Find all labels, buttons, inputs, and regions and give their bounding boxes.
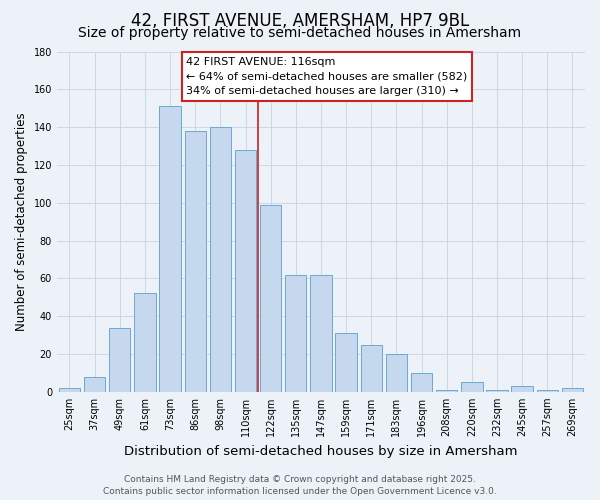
X-axis label: Distribution of semi-detached houses by size in Amersham: Distribution of semi-detached houses by … — [124, 444, 518, 458]
Text: Size of property relative to semi-detached houses in Amersham: Size of property relative to semi-detach… — [79, 26, 521, 40]
Bar — [335, 333, 357, 392]
Bar — [436, 390, 457, 392]
Bar — [185, 131, 206, 392]
Y-axis label: Number of semi-detached properties: Number of semi-detached properties — [15, 112, 28, 331]
Bar — [160, 106, 181, 392]
Text: 42 FIRST AVENUE: 116sqm
← 64% of semi-detached houses are smaller (582)
34% of s: 42 FIRST AVENUE: 116sqm ← 64% of semi-de… — [186, 56, 467, 96]
Bar — [209, 127, 231, 392]
Bar — [386, 354, 407, 392]
Text: Contains HM Land Registry data © Crown copyright and database right 2025.
Contai: Contains HM Land Registry data © Crown c… — [103, 475, 497, 496]
Bar — [59, 388, 80, 392]
Bar — [511, 386, 533, 392]
Bar — [84, 376, 106, 392]
Bar — [562, 388, 583, 392]
Bar — [486, 390, 508, 392]
Bar — [361, 344, 382, 392]
Bar — [235, 150, 256, 392]
Bar — [461, 382, 482, 392]
Bar — [134, 294, 155, 392]
Bar — [536, 390, 558, 392]
Bar — [411, 373, 432, 392]
Text: 42, FIRST AVENUE, AMERSHAM, HP7 9BL: 42, FIRST AVENUE, AMERSHAM, HP7 9BL — [131, 12, 469, 30]
Bar — [260, 204, 281, 392]
Bar — [109, 328, 130, 392]
Bar — [310, 274, 332, 392]
Bar — [285, 274, 307, 392]
